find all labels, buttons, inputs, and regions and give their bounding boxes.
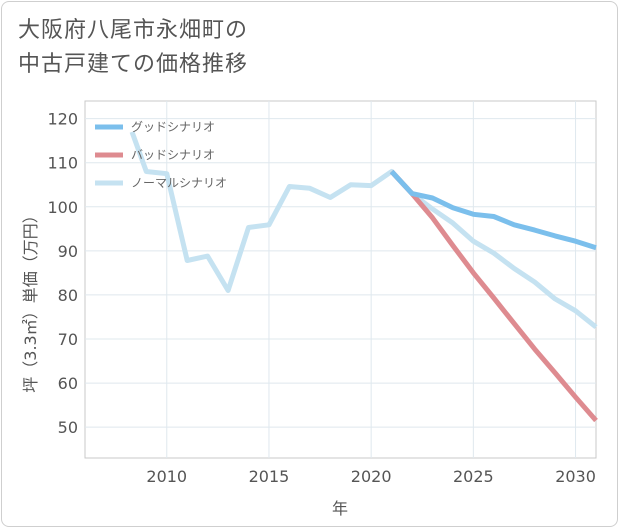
legend-label-0: グッドシナリオ <box>131 120 215 134</box>
legend-label-1: バッドシナリオ <box>131 148 215 162</box>
y-tick-label: 80 <box>58 286 78 305</box>
x-tick-label: 2025 <box>453 467 494 486</box>
y-tick-label: 120 <box>47 110 78 129</box>
y-tick-label: 50 <box>58 418 78 437</box>
y-tick-label: 60 <box>58 374 78 393</box>
y-axis-ticks: 50 60 70 80 90 100 110 120 <box>47 110 78 438</box>
y-tick-label: 90 <box>58 242 78 261</box>
y-tick-label: 70 <box>58 330 78 349</box>
chart-title: 大阪府八尾市永畑町の 中古戸建ての価格推移 <box>18 14 578 82</box>
series-lines <box>129 131 598 423</box>
x-tick-label: 2030 <box>555 467 596 486</box>
x-axis-ticks: 2010 2015 2020 2025 2030 <box>146 467 596 486</box>
x-tick-label: 2015 <box>249 467 290 486</box>
legend-label-2: ノーマルシナリオ <box>131 176 227 190</box>
x-tick-label: 2020 <box>351 467 392 486</box>
chart-title-line-1: 大阪府八尾市永畑町の <box>18 18 249 43</box>
x-axis-title: 年 <box>332 499 348 518</box>
y-tick-label: 100 <box>47 198 78 217</box>
y-tick-label: 110 <box>47 154 78 173</box>
series-line-1 <box>389 169 598 423</box>
y-axis-title: 坪（3.3㎡）単価（万円） <box>21 207 40 392</box>
chart-title-line-2: 中古戸建ての価格推移 <box>18 52 249 77</box>
series-line-0 <box>389 169 597 251</box>
series-line-2 <box>129 131 598 330</box>
plot-border <box>84 100 597 459</box>
gridlines <box>85 101 596 458</box>
x-tick-label: 2010 <box>146 467 187 486</box>
